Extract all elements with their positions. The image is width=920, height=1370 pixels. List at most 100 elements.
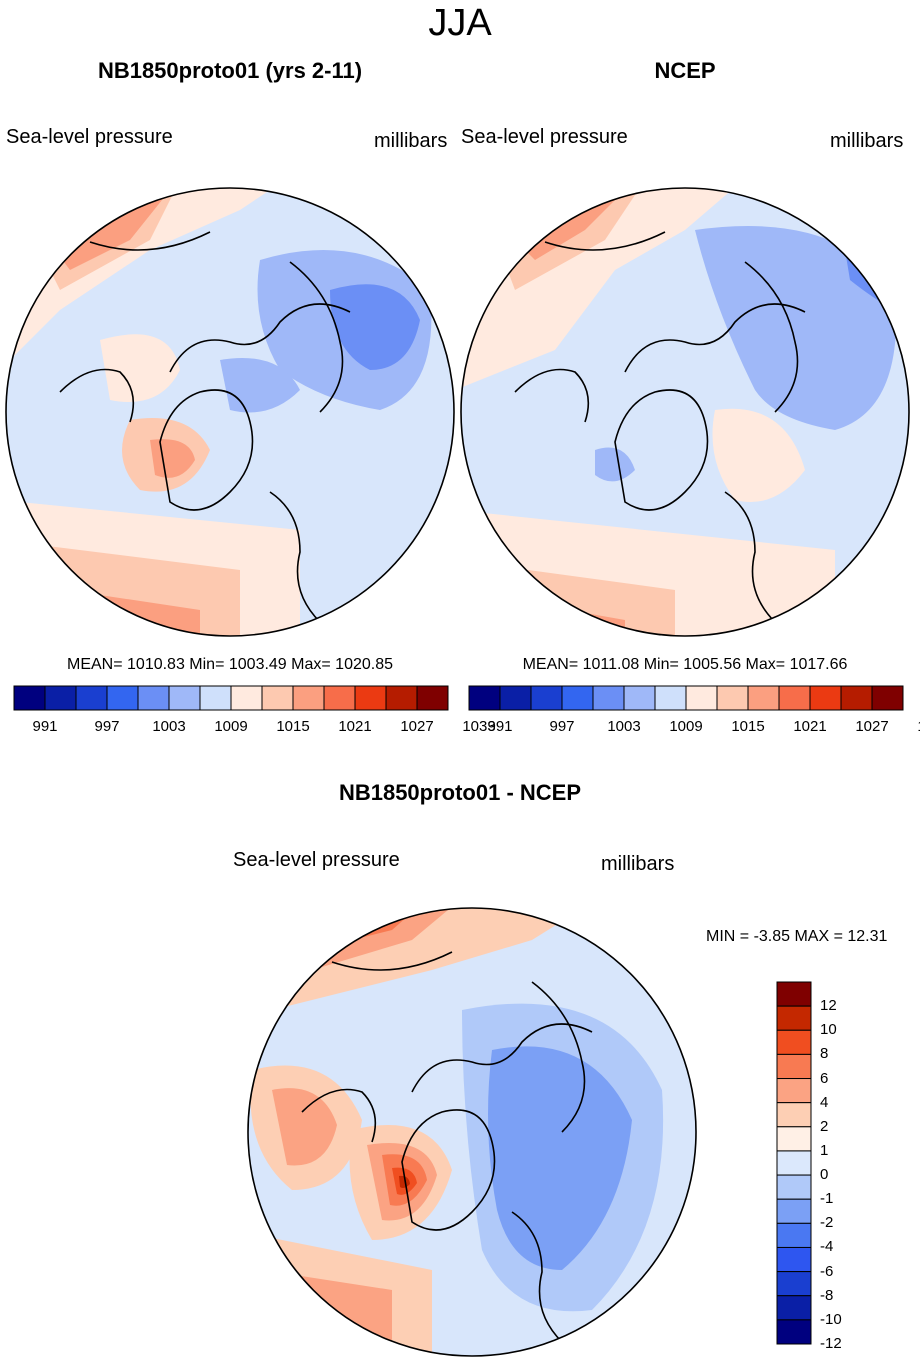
- colorbar-box: [416, 685, 449, 711]
- panel1-colorbar: [13, 685, 449, 711]
- coastline: [724, 491, 776, 623]
- colorbar-tick-label: 8: [820, 1045, 829, 1063]
- colorbar-box: [468, 685, 501, 711]
- colorbar-box: [106, 685, 139, 711]
- contour-fill: [100, 334, 180, 402]
- map-border: [460, 187, 910, 637]
- colorbar-tick-label: 1: [820, 1141, 829, 1159]
- colorbar-box: [261, 685, 294, 711]
- colorbar-box: [654, 685, 687, 711]
- colorbar-tick-label: 1009: [214, 718, 248, 735]
- panel1-title: NB1850proto01 (yrs 2-11): [97, 58, 363, 83]
- diff-title: NB1850proto01 - NCEP: [338, 780, 582, 805]
- coastline: [89, 231, 211, 251]
- colorbar-box: [716, 685, 749, 711]
- colorbar-box: [776, 1246, 812, 1273]
- panel1-variable-label: Sea-level pressure: [6, 126, 173, 148]
- colorbar-tick-label: -4: [820, 1238, 834, 1256]
- coastline: [514, 368, 590, 423]
- colorbar-box: [840, 685, 873, 711]
- panel2-stats: MEAN= 1011.08 Min= 1005.56 Max= 1017.66: [522, 656, 848, 673]
- colorbar-box: [776, 1126, 812, 1152]
- coastline: [411, 1023, 593, 1093]
- colorbar-box: [776, 1053, 812, 1080]
- colorbar-tick-label: 1003: [607, 718, 641, 735]
- contour-fill: [220, 358, 300, 413]
- diff-variable-label: Sea-level pressure: [233, 849, 400, 871]
- colorbar-box: [354, 685, 387, 711]
- colorbar-tick-label: 1009: [669, 718, 703, 735]
- colorbar-box: [230, 685, 263, 711]
- coastline: [169, 303, 351, 373]
- colorbar-tick-label: 1003: [152, 718, 186, 735]
- colorbar-box: [776, 1174, 812, 1200]
- colorbar-box: [530, 685, 563, 711]
- colorbar-box: [747, 685, 780, 711]
- coastline: [544, 231, 666, 251]
- colorbar-box: [776, 1150, 812, 1176]
- colorbar-tick-label: 1021: [793, 718, 827, 735]
- colorbar-box: [778, 685, 811, 711]
- colorbar-tick-label: 1015: [276, 718, 310, 735]
- colorbar-box: [75, 685, 108, 711]
- colorbar-box: [561, 685, 594, 711]
- colorbar-tick-label: 1015: [731, 718, 765, 735]
- colorbar-box: [809, 685, 842, 711]
- colorbar-tick-label: 991: [487, 718, 513, 735]
- colorbar-box: [776, 1102, 812, 1128]
- panel1-polar-map: [5, 187, 455, 637]
- contour-fill: [272, 1088, 337, 1166]
- coastline: [301, 1088, 377, 1143]
- coastline: [331, 951, 453, 971]
- colorbar-tick-label: 0: [820, 1166, 829, 1184]
- coastline: [744, 261, 799, 413]
- panel2-title: NCEP: [654, 58, 716, 83]
- colorbar-box: [499, 685, 532, 711]
- contour-fill: [330, 284, 420, 370]
- colorbar-box: [623, 685, 656, 711]
- colorbar-tick-label: 1021: [338, 718, 372, 735]
- diff-units-label: millibars: [601, 853, 675, 875]
- colorbar-box: [776, 1078, 812, 1104]
- colorbar-tick-label: -10: [820, 1310, 842, 1328]
- colorbar-box: [199, 685, 232, 711]
- diff-colorbar: [776, 981, 812, 1345]
- colorbar-box: [292, 685, 325, 711]
- coastline: [159, 389, 254, 511]
- colorbar-box: [13, 685, 46, 711]
- coastline: [531, 981, 586, 1133]
- colorbar-box: [385, 685, 418, 711]
- colorbar-box: [323, 685, 356, 711]
- colorbar-tick-label: 997: [549, 718, 575, 735]
- colorbar-box: [776, 1198, 812, 1224]
- colorbar-tick-label: -8: [820, 1286, 834, 1304]
- colorbar-tick-label: -1: [820, 1190, 834, 1208]
- contour-fill: [695, 226, 897, 430]
- colorbar-tick-label: 1033: [909, 718, 920, 735]
- panel2-colorbar: [468, 685, 904, 711]
- diff-minmax: MIN = -3.85 MAX = 12.31: [706, 928, 888, 945]
- colorbar-box: [776, 1295, 812, 1321]
- colorbar-tick-label: 1027: [400, 718, 434, 735]
- colorbar-tick-label: -2: [820, 1214, 834, 1232]
- contour-fill: [712, 408, 805, 502]
- colorbar-tick-label: 1033: [462, 718, 496, 735]
- coastline: [624, 303, 806, 373]
- contour-fill: [399, 1175, 410, 1188]
- colorbar-box: [871, 685, 904, 711]
- colorbar-tick-label: -12: [820, 1335, 842, 1352]
- page-title: JJA: [428, 2, 492, 44]
- map-border: [5, 187, 455, 637]
- colorbar-tick-label: 10: [820, 1021, 837, 1039]
- panel1-stats: MEAN= 1010.83 Min= 1003.49 Max= 1020.85: [67, 656, 393, 673]
- colorbar-tick-label: 997: [94, 718, 120, 735]
- coastline: [59, 368, 135, 423]
- coastline: [511, 1211, 563, 1343]
- contour-fill: [595, 447, 635, 482]
- colorbar-tick-label: 2: [820, 1117, 829, 1135]
- colorbar-box: [776, 1222, 812, 1248]
- colorbar-box: [776, 1271, 812, 1297]
- panel1-units-label: millibars: [374, 130, 448, 152]
- colorbar-tick-label: 6: [820, 1069, 829, 1087]
- diff-polar-map: [247, 907, 697, 1357]
